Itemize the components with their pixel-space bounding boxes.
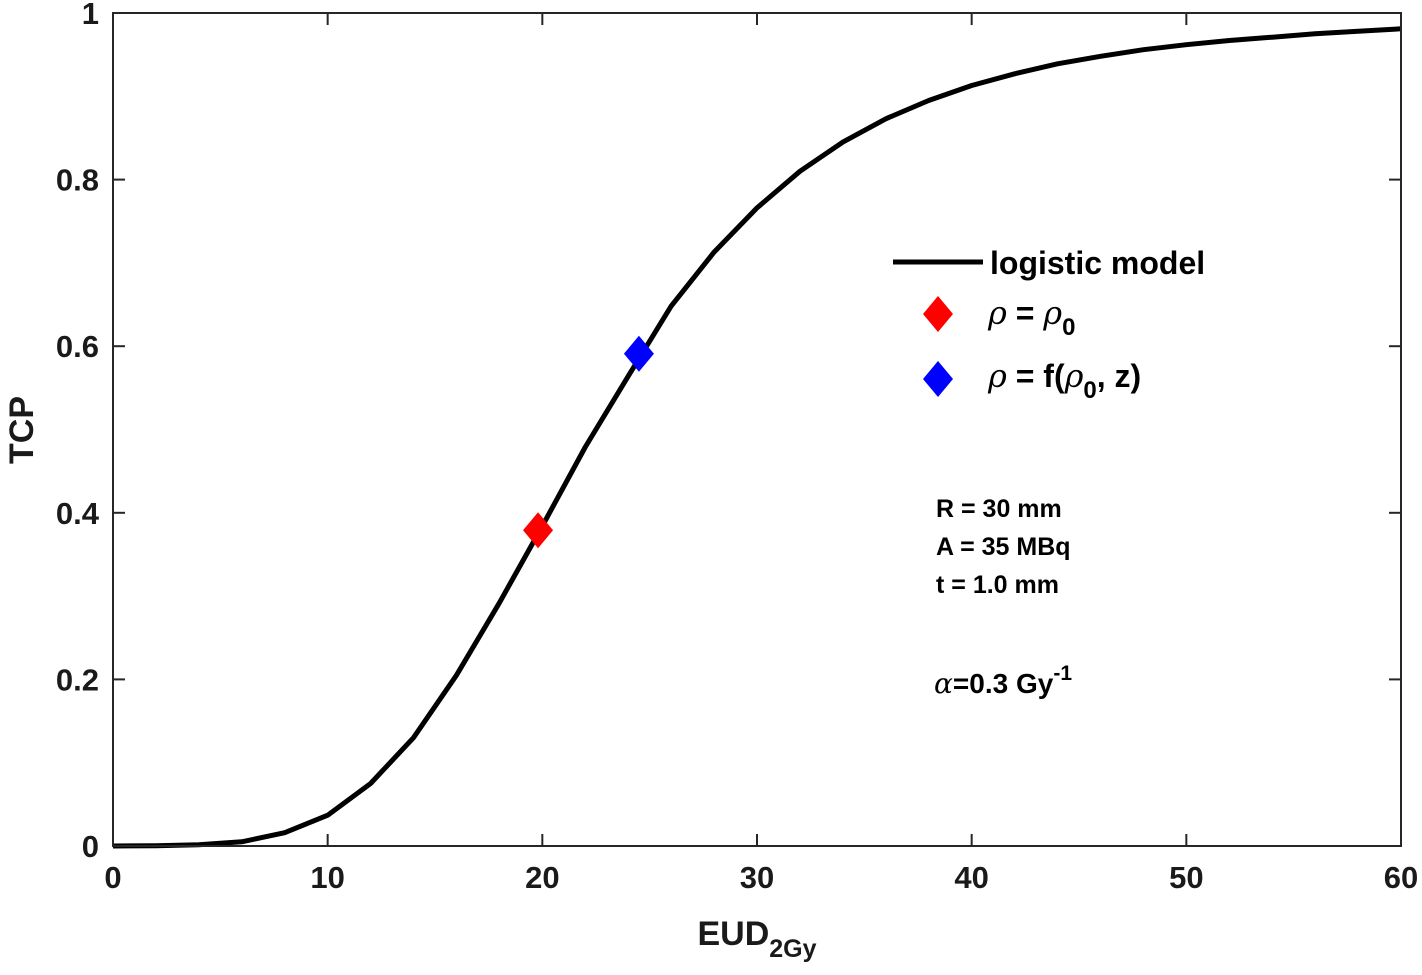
annotation-alpha-text: =0.3 Gy [953, 668, 1054, 699]
x-axis-label: EUD2Gy [697, 915, 816, 963]
legend-label-logistic: logistic model [990, 245, 1205, 281]
x-tick-label: 0 [104, 860, 121, 895]
legend-blue-greek2: ρ [1064, 357, 1084, 395]
annotation-alpha-symbol: α [934, 667, 953, 700]
x-tick-label: 10 [310, 860, 344, 895]
legend-blue-sub: 0 [1083, 377, 1096, 404]
x-axis-label-sub: 2Gy [769, 935, 816, 963]
plot-frame [112, 12, 1402, 847]
y-tick-label: 0.6 [56, 329, 99, 364]
x-axis-label-main: EUD [697, 915, 769, 953]
parameter-annotations: R = 30 mm A = 35 MBq t = 1.0 mm α=0.3 Gy… [934, 495, 1072, 700]
y-tick-label: 0 [82, 829, 99, 864]
legend-red-greek: ρ [987, 294, 1007, 332]
annotation-alpha-sup: -1 [1053, 662, 1072, 685]
legend-blue-greek: ρ [987, 357, 1007, 395]
legend-label-blue: ρ = f(ρ0, z) [987, 357, 1141, 404]
legend-marker-red-diamond [923, 296, 953, 332]
x-tick-label: 40 [954, 860, 988, 895]
legend-red-sub: 0 [1062, 314, 1075, 341]
x-tick-label: 60 [1384, 860, 1418, 895]
legend-red-rest: = [1007, 295, 1043, 331]
legend-label-red: ρ = ρ0 [987, 294, 1075, 341]
x-tick-label: 50 [1169, 860, 1203, 895]
y-axis-label: TCP [3, 396, 41, 464]
legend: logistic model ρ = ρ0 ρ = f(ρ0, z) [893, 245, 1205, 404]
y-tick-label: 0.2 [56, 662, 99, 697]
x-tick-label: 20 [525, 860, 559, 895]
data-point-red-diamond [523, 512, 554, 549]
legend-marker-blue-diamond [923, 361, 953, 397]
y-tick-label: 0.8 [56, 163, 99, 198]
x-tick-label: 30 [740, 860, 774, 895]
y-tick-label: 0.4 [56, 496, 100, 531]
ticks-layer: 0 10 20 30 40 50 60 0 0.2 0.4 0.6 0.8 1 [56, 0, 1418, 895]
annotation-thickness: t = 1.0 mm [936, 571, 1059, 599]
series-layer [112, 26, 1402, 849]
legend-blue-rest: = f( [1007, 358, 1065, 394]
y-tick-label: 1 [82, 0, 99, 31]
annotation-radius: R = 30 mm [936, 495, 1062, 523]
legend-red-greek2: ρ [1042, 294, 1062, 332]
data-point-blue-diamond [623, 335, 654, 372]
annotation-alpha: α=0.3 Gy-1 [934, 662, 1072, 700]
legend-blue-tail: , z) [1097, 358, 1141, 394]
annotation-activity: A = 35 MBq [936, 533, 1071, 561]
series-line-logistic-model [112, 26, 1402, 849]
